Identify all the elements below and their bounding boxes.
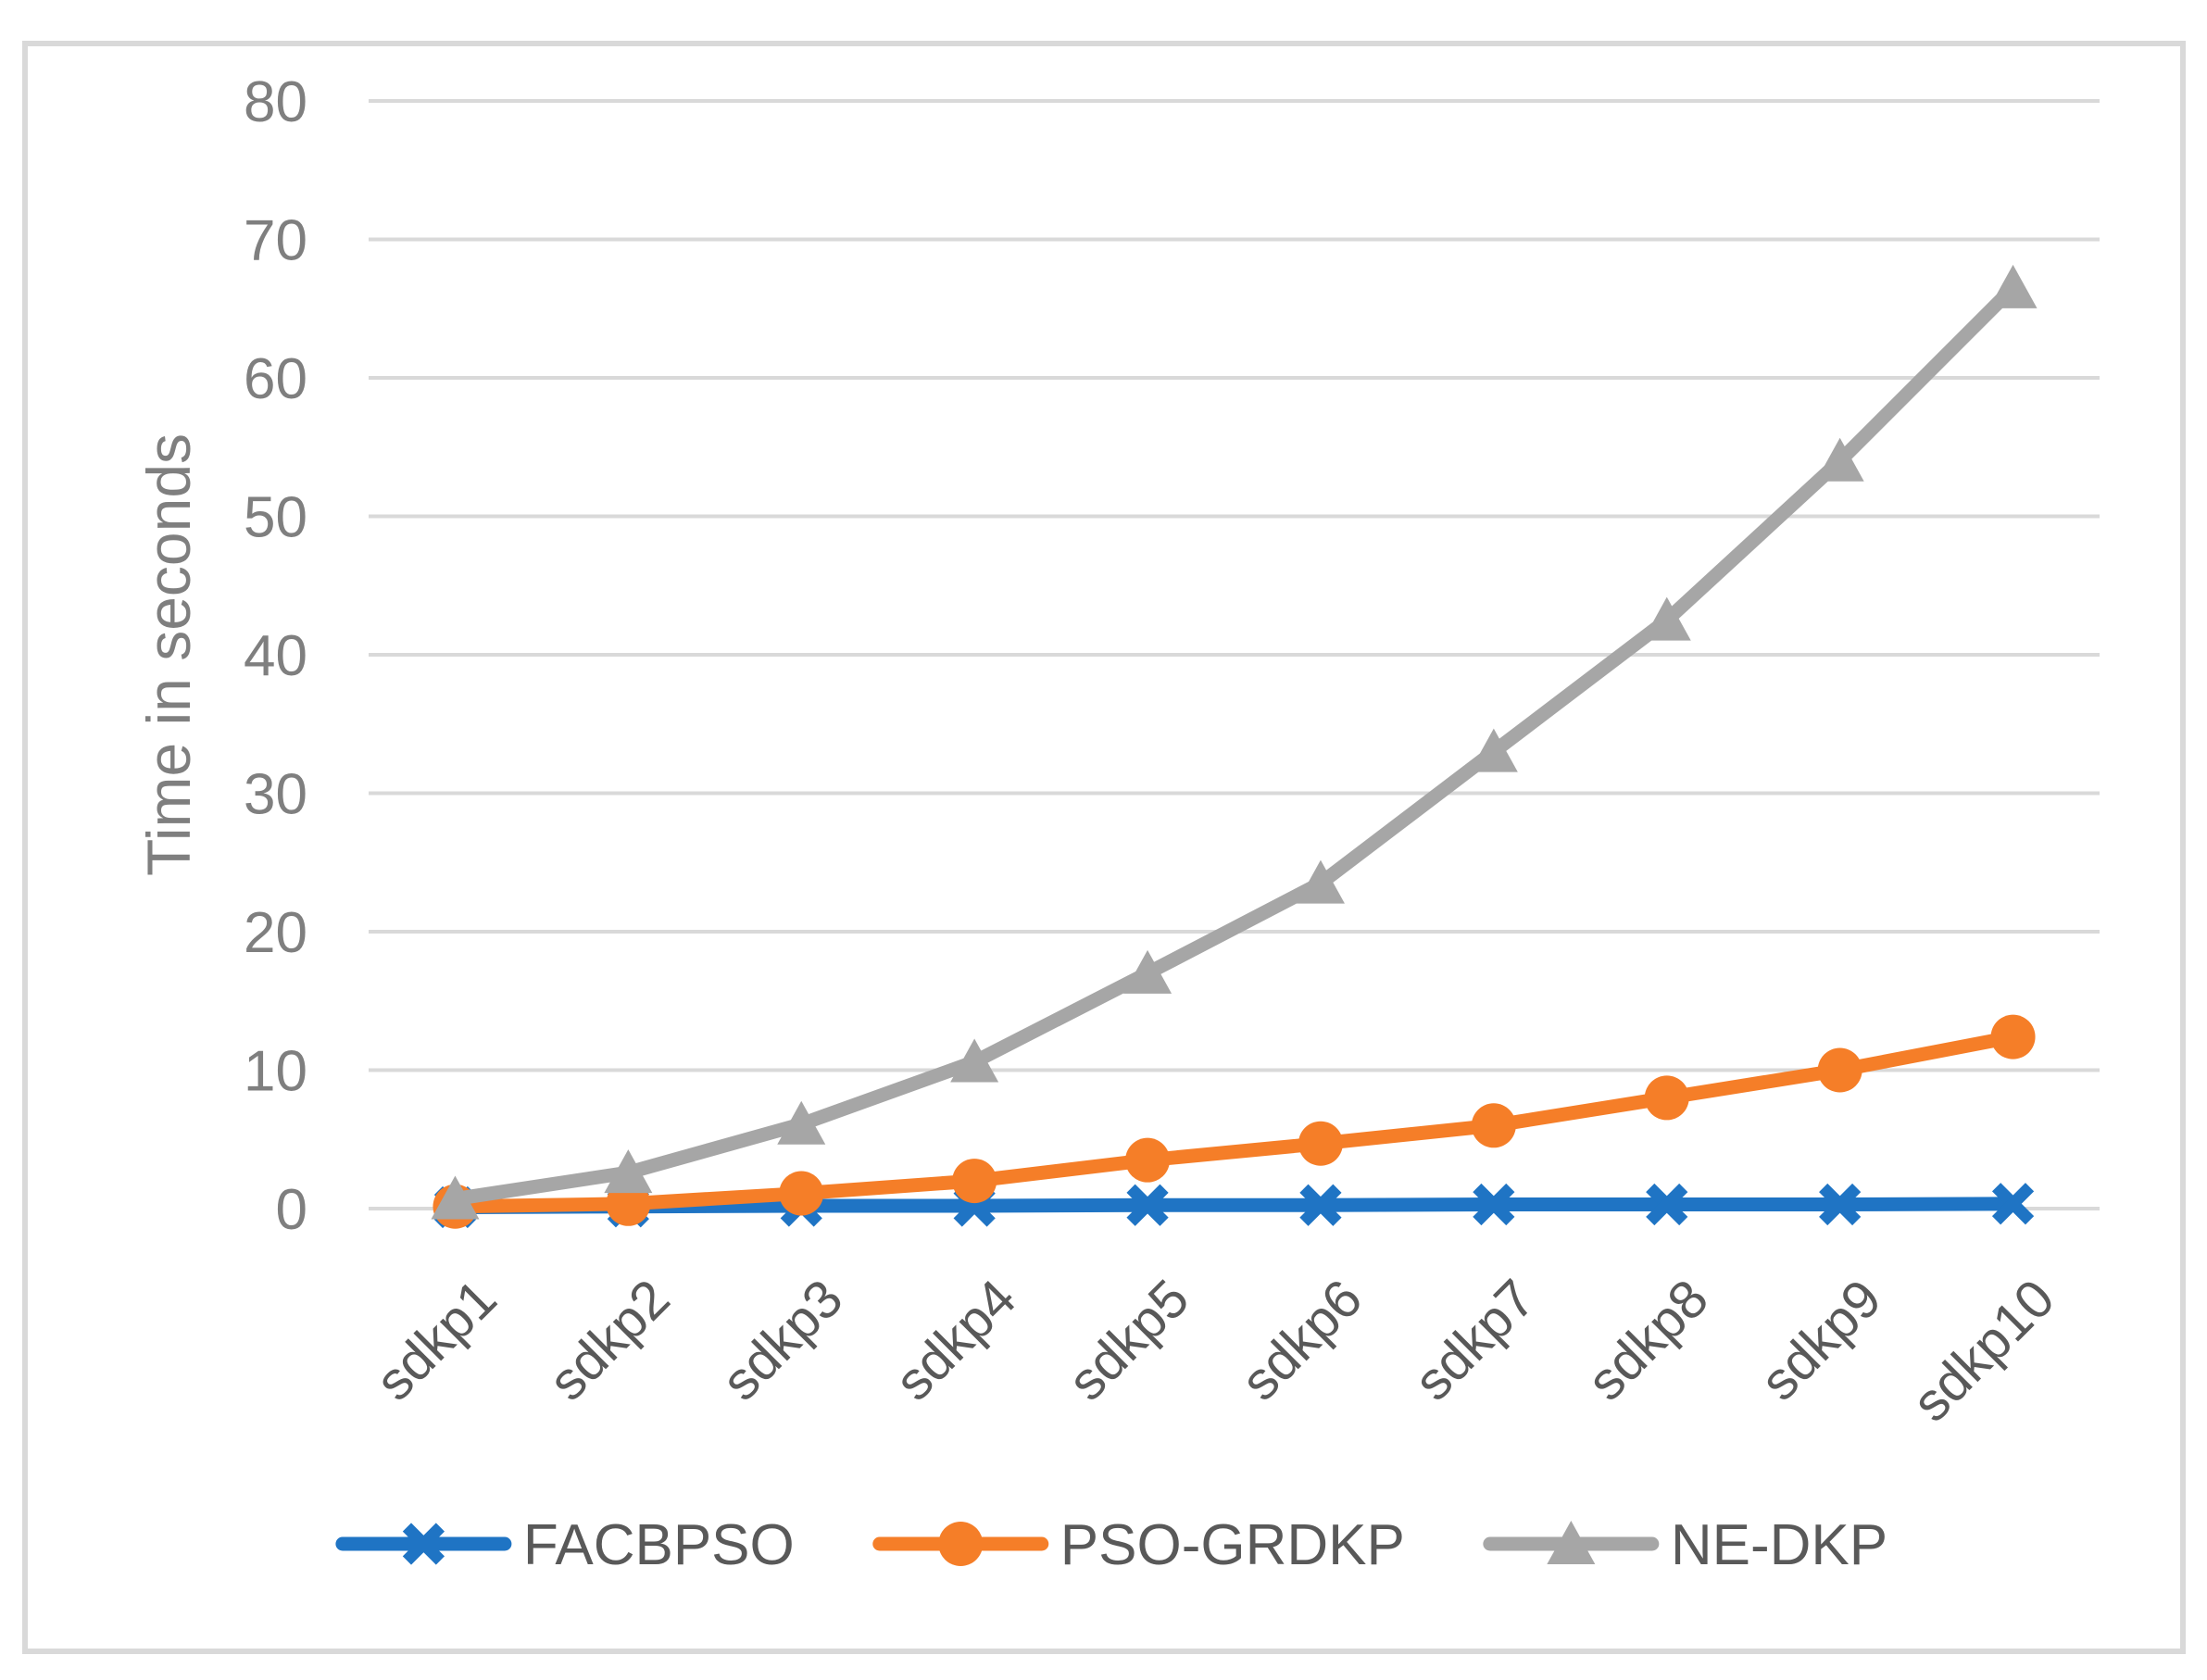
series-line-ne-dkp <box>447 281 2021 1207</box>
x-tick-label: sdkp9 <box>1749 1268 1892 1411</box>
triangle-marker-ne-dkp <box>1123 949 1172 994</box>
triangle-marker-ne-dkp <box>1988 264 2038 308</box>
circle-marker-pso-grdkp <box>1125 1137 1171 1183</box>
circle-marker-pso-grdkp <box>1644 1075 1689 1121</box>
triangle-marker-ne-dkp <box>1296 859 1345 904</box>
x-marker-facbpso <box>1299 1184 1342 1226</box>
legend-x-marker-icon <box>402 1523 445 1565</box>
triangle-marker-ne-dkp <box>950 1038 999 1083</box>
x-tick-label: sdkp10 <box>1901 1268 2066 1433</box>
triangle-marker-ne-dkp <box>604 1149 653 1194</box>
triangle-marker-ne-dkp <box>1642 596 1691 641</box>
circle-marker-pso-grdkp <box>1298 1121 1343 1166</box>
x-marker-facbpso <box>1991 1183 2035 1225</box>
triangle-marker-ne-dkp <box>1469 728 1518 772</box>
x-marker-facbpso <box>1819 1183 1862 1226</box>
legend-item-facbpso: FACBPSO <box>335 1513 795 1577</box>
circle-marker-pso-grdkp <box>1817 1047 1862 1093</box>
series-line-pso-grdkp <box>447 1030 2021 1214</box>
x-tick-label: sdkp4 <box>884 1268 1027 1411</box>
legend-item-pso-grdkp: PSO-GRDKP <box>872 1513 1405 1577</box>
x-tick-label: sdkp1 <box>364 1268 508 1411</box>
y-tick-label: 70 <box>244 209 307 273</box>
y-tick-label: 60 <box>244 347 307 411</box>
triangle-marker-ne-dkp <box>431 1175 480 1220</box>
circle-marker-pso-grdkp <box>952 1159 997 1204</box>
y-tick-label: 20 <box>244 901 307 965</box>
x-marker-facbpso <box>1473 1183 1515 1226</box>
x-tick-label: sdkp2 <box>537 1268 681 1411</box>
x-marker-facbpso <box>1646 1183 1688 1226</box>
legend-label: FACBPSO <box>523 1513 795 1577</box>
legend-triangle-marker-icon <box>1547 1521 1596 1564</box>
triangle-marker-ne-dkp <box>777 1100 826 1145</box>
x-tick-label: sdkp6 <box>1230 1268 1373 1411</box>
y-tick-label: 0 <box>276 1178 307 1242</box>
y-tick-label: 40 <box>244 624 307 688</box>
legend-circle-marker-icon <box>938 1522 984 1566</box>
y-tick-label: 10 <box>244 1040 307 1104</box>
legend-label: NE-DKP <box>1671 1513 1887 1577</box>
circle-marker-pso-grdkp <box>779 1171 824 1216</box>
triangle-marker-ne-dkp <box>1815 437 1864 482</box>
legend-item-ne-dkp: NE-DKP <box>1483 1513 1887 1577</box>
circle-marker-pso-grdkp <box>1990 1014 2036 1059</box>
circle-marker-pso-grdkp <box>1471 1103 1516 1148</box>
x-tick-label: sdkp3 <box>710 1268 854 1411</box>
y-axis-title: Time in seconds <box>134 433 203 876</box>
y-tick-label: 30 <box>244 763 307 827</box>
chart-border <box>22 41 2186 1654</box>
legend: FACBPSO PSO-GRDKP NE-DKP <box>335 1513 1887 1577</box>
x-marker-facbpso <box>1126 1184 1169 1226</box>
y-tick-label: 50 <box>244 486 307 550</box>
x-tick-label: sdkp5 <box>1057 1268 1200 1411</box>
series-line-facbpso <box>447 1197 2021 1215</box>
y-tick-label: 80 <box>244 70 307 134</box>
legend-label: PSO-GRDKP <box>1060 1513 1405 1577</box>
x-tick-label: sdkp8 <box>1576 1268 1720 1411</box>
x-tick-label: sdkp7 <box>1403 1268 1547 1411</box>
